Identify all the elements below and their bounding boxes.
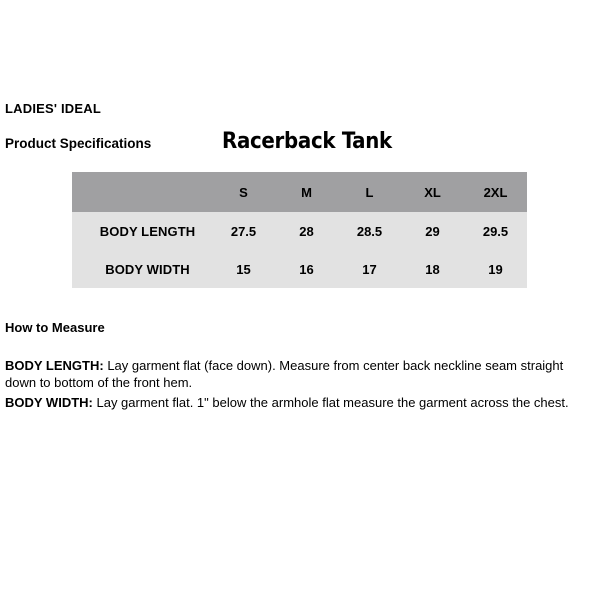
how-to-measure-list: BODY LENGTH: Lay garment flat (face down… [5,357,597,414]
measure-text-body-width: Lay garment flat. 1" below the armhole f… [92,395,569,410]
table-header: S M L XL 2XL [72,172,527,212]
cell-body-length-2xl: 29.5 [482,223,509,239]
row-label-body-length: BODY LENGTH [99,223,196,239]
table-body: BODY LENGTH 27.5 28 28.5 29 29.5 BODY WI… [72,212,527,288]
product-specifications-label: Product Specifications [5,136,152,151]
cell-body-length-xl: 29 [425,223,440,239]
cell-body-width-2xl: 19 [488,261,503,277]
size-spec-table: S M L XL 2XL BODY LENGTH 27.5 28 28.5 29… [72,172,527,288]
how-to-measure-heading: How to Measure [5,320,105,335]
column-header-s: S [239,184,248,200]
table-header-row: S M L XL 2XL [72,172,527,212]
measure-instruction-body-width: BODY WIDTH: Lay garment flat. 1" below t… [5,394,597,411]
measure-term-body-width: BODY WIDTH: [5,395,93,410]
page-title: Racerback Tank [222,129,392,154]
column-header-2xl: 2XL [483,184,508,200]
column-header-blank [72,172,212,212]
brand-line: LADIES' IDEAL [5,101,101,116]
measure-instruction-body-length: BODY LENGTH: Lay garment flat (face down… [5,357,597,391]
cell-body-width-l: 17 [362,261,377,277]
column-header-m: M [301,184,312,200]
table-row: BODY WIDTH 15 16 17 18 19 [72,250,527,288]
cell-body-width-m: 16 [299,261,314,277]
measure-text-body-length: Lay garment flat (face down). Measure fr… [5,358,564,390]
measure-term-body-length: BODY LENGTH: [5,358,104,373]
row-label-body-width: BODY WIDTH [105,261,190,277]
cell-body-width-s: 15 [236,261,251,277]
cell-body-length-m: 28 [299,223,314,239]
column-header-xl: XL [424,184,441,200]
cell-body-width-xl: 18 [425,261,440,277]
cell-body-length-s: 27.5 [230,223,257,239]
column-header-l: L [365,184,374,200]
cell-body-length-l: 28.5 [356,223,383,239]
table-row: BODY LENGTH 27.5 28 28.5 29 29.5 [72,212,527,250]
